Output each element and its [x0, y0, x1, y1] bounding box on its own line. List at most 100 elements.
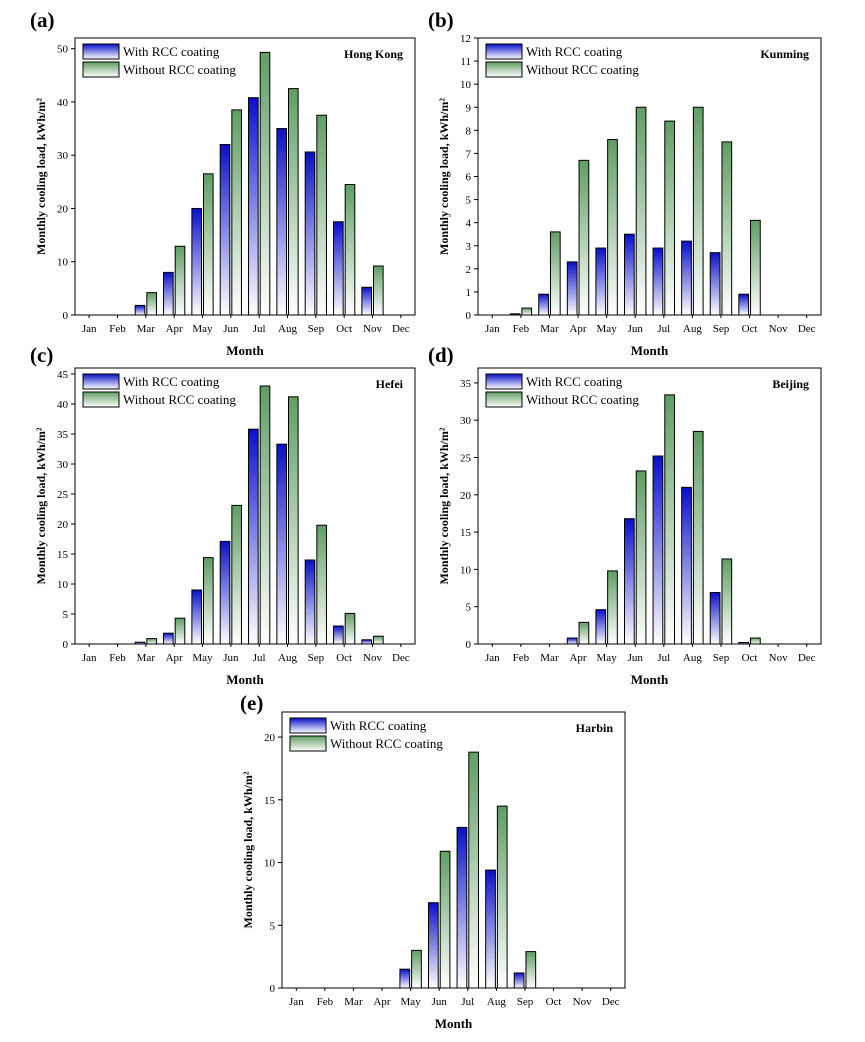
legend-label-with-rcc: With RCC coating — [526, 44, 623, 59]
bar-with-rcc-aug — [276, 128, 288, 316]
y-tick-label: 20 — [57, 519, 69, 531]
bar-without-rcc-oct — [750, 637, 761, 645]
bar-without-rcc-mar — [146, 638, 157, 645]
bar-without-rcc-nov — [373, 635, 384, 645]
bar-with-rcc-jun — [623, 233, 635, 316]
bar-without-rcc-aug — [692, 430, 704, 645]
y-tick-label: 30 — [57, 459, 69, 471]
bar-with-rcc-jul — [248, 97, 259, 316]
legend-label-with-rcc: With RCC coating — [123, 44, 220, 59]
x-tick-label: Dec — [392, 652, 410, 664]
bar-without-rcc-mar — [549, 231, 561, 316]
bar-without-rcc-sep — [316, 114, 327, 316]
bar-with-rcc-jul — [652, 455, 664, 645]
bar-with-rcc-sep — [709, 252, 721, 316]
y-tick-label: 30 — [460, 415, 472, 427]
city-name: Kunming — [760, 47, 809, 61]
bar-without-rcc-jun — [231, 504, 242, 645]
bar-with-rcc-mar — [538, 293, 549, 316]
bar-with-rcc-aug — [681, 240, 692, 316]
bar-without-rcc-jun — [439, 850, 451, 989]
plot-frame — [74, 367, 416, 645]
y-tick-label: 0 — [466, 639, 472, 651]
bar-without-rcc-nov — [373, 265, 384, 316]
x-axis-label: Month — [226, 343, 264, 358]
y-axis-label: Monthly cooling load, kWh/m² — [437, 98, 451, 255]
plot-frame — [74, 37, 416, 316]
x-tick-label: Dec — [798, 652, 816, 664]
y-tick-label: 10 — [460, 564, 472, 576]
chart-panel-hong-kong: (a) 0 10 20 30 40 50 Jan Feb Mar Apr May Jun Jul Aug Se… — [30, 8, 416, 358]
x-tick-label: Nov — [769, 652, 788, 664]
legend-label-without-rcc: Without RCC coating — [526, 392, 639, 407]
x-tick-label: Jan — [82, 323, 97, 335]
y-tick-label: 4 — [466, 218, 472, 230]
chart-panel-harbin: (e) 0 5 10 15 20 Jan Feb Mar Apr May Jun Jul Aug Sep Oc… — [240, 691, 626, 1031]
bar-with-rcc-mar — [134, 304, 146, 316]
bar-without-rcc-aug — [288, 88, 299, 316]
bar-without-rcc-mar — [146, 292, 157, 316]
x-tick-label: Oct — [546, 996, 562, 1008]
x-tick-label: May — [597, 652, 618, 664]
bar-without-rcc-aug — [288, 396, 299, 645]
x-tick-label: Nov — [573, 996, 592, 1008]
x-tick-label: Mar — [137, 323, 156, 335]
bar-without-rcc-feb — [521, 307, 533, 316]
bar-without-rcc-jul — [664, 394, 676, 645]
x-tick-label: Oct — [742, 652, 758, 664]
x-axis-label: Month — [631, 343, 669, 358]
bar-without-rcc-jun — [231, 109, 242, 316]
city-name: Beijing — [772, 377, 809, 391]
plot-frame — [477, 367, 822, 645]
bar-with-rcc-may — [191, 589, 203, 645]
y-tick-label: 7 — [466, 148, 472, 160]
y-tick-label: 35 — [460, 378, 472, 390]
bar-with-rcc-oct — [333, 625, 344, 645]
y-tick-label: 35 — [57, 429, 69, 441]
x-tick-label: Jan — [485, 652, 500, 664]
x-tick-label: Sep — [713, 652, 730, 664]
bar-with-rcc-aug — [485, 869, 496, 989]
panel-label: (b) — [428, 8, 454, 32]
y-tick-label: 5 — [63, 609, 69, 621]
x-tick-label: Mar — [540, 652, 559, 664]
x-tick-label: Aug — [487, 996, 506, 1008]
plot-frame — [281, 711, 626, 989]
x-tick-label: Nov — [363, 652, 382, 664]
bar-without-rcc-may — [411, 949, 422, 989]
panel-label: (e) — [240, 691, 263, 715]
x-tick-label: Jun — [628, 652, 644, 664]
y-tick-label: 15 — [264, 795, 276, 807]
x-tick-label: May — [597, 323, 618, 335]
y-tick-label: 10 — [460, 79, 472, 91]
legend-label-with-rcc: With RCC coating — [123, 374, 220, 389]
bar-with-rcc-apr — [163, 271, 174, 316]
bar-with-rcc-may — [399, 968, 411, 989]
y-axis-label: Monthly cooling load, kWh/m² — [437, 427, 451, 584]
x-tick-label: Aug — [683, 323, 702, 335]
y-tick-label: 1 — [466, 287, 472, 299]
city-name: Hefei — [376, 377, 404, 391]
x-tick-label: Dec — [392, 323, 410, 335]
x-tick-label: Jan — [82, 652, 97, 664]
bar-without-rcc-jun — [635, 106, 647, 316]
legend-swatch-without-rcc — [485, 61, 523, 78]
bar-with-rcc-jun — [219, 144, 231, 316]
x-tick-label: Dec — [798, 323, 816, 335]
x-tick-label: Jul — [253, 652, 266, 664]
bar-without-rcc-apr — [578, 159, 590, 316]
x-tick-label: Jun — [223, 323, 239, 335]
bar-without-rcc-sep — [721, 141, 733, 316]
y-tick-label: 25 — [57, 489, 69, 501]
y-tick-label: 11 — [460, 56, 471, 68]
bar-with-rcc-jul — [652, 247, 664, 316]
chart-panel-beijing: (d) 0 5 10 15 20 25 30 35 Jan Feb Mar Apr May Jun Jul Au… — [428, 343, 822, 687]
panel-label: (d) — [428, 343, 454, 367]
x-tick-label: Mar — [344, 996, 363, 1008]
x-tick-label: Sep — [713, 323, 730, 335]
y-tick-label: 9 — [466, 102, 472, 114]
legend-label-without-rcc: Without RCC coating — [526, 62, 639, 77]
y-tick-label: 0 — [63, 310, 69, 322]
